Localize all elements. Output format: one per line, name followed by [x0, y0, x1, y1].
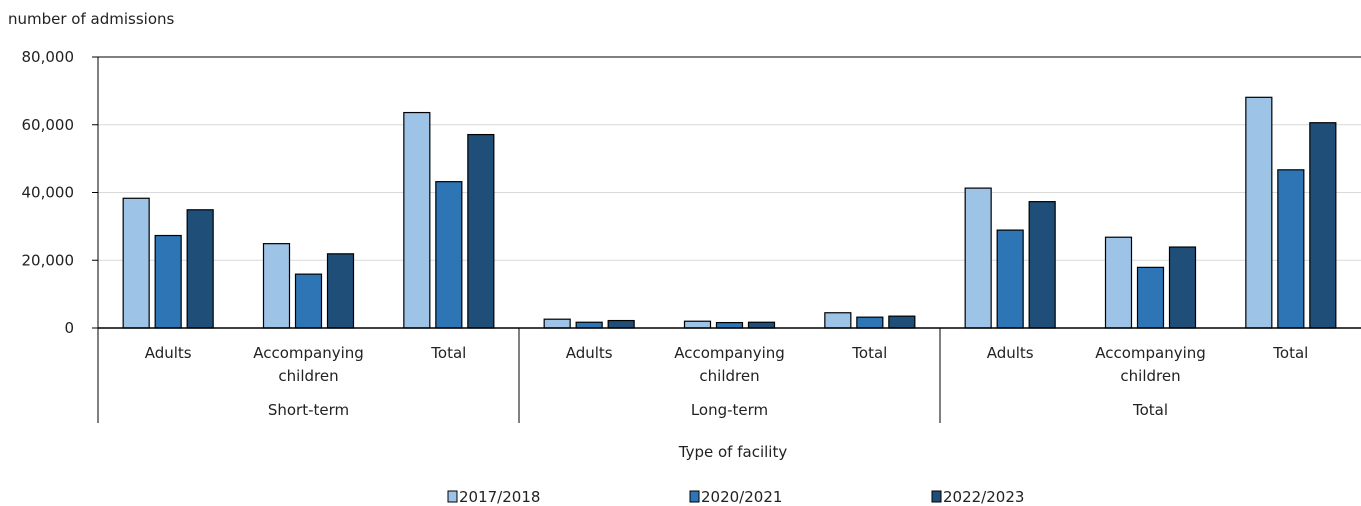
legend-label: 2020/2021: [701, 488, 782, 506]
axes: [92, 56, 1361, 423]
bar: [154, 234, 182, 329]
bar: [122, 197, 150, 329]
x-category-label: Accompanying: [253, 344, 364, 362]
bar: [683, 320, 712, 329]
x-category-label: Accompanying: [674, 344, 785, 362]
bar: [607, 319, 635, 329]
bar: [1309, 122, 1337, 329]
x-category-label: Adults: [987, 344, 1034, 362]
bar: [888, 315, 916, 329]
bar: [1245, 96, 1273, 329]
bar: [715, 321, 744, 329]
bar: [1277, 169, 1305, 329]
bar: [747, 321, 776, 329]
x-category-label: Accompanying: [1095, 344, 1206, 362]
gridlines: [98, 56, 1361, 261]
bar: [1168, 246, 1197, 329]
bar: [326, 253, 355, 329]
bar: [575, 321, 603, 329]
y-tick-label: 0: [64, 319, 74, 337]
legend-swatch: [447, 490, 458, 503]
bar: [824, 312, 852, 329]
x-axis-title: Type of facility: [678, 443, 788, 461]
bar: [186, 209, 214, 329]
bar: [964, 187, 992, 329]
bar: [467, 133, 495, 329]
bar: [996, 229, 1024, 329]
y-tick-label: 60,000: [22, 116, 75, 134]
bar: [262, 243, 291, 329]
bar: [856, 316, 884, 329]
y-tick-label: 40,000: [22, 184, 75, 202]
bar: [403, 111, 431, 329]
x-category-label: children: [278, 367, 338, 385]
legend-label: 2022/2023: [943, 488, 1024, 506]
x-group-label: Total: [1132, 401, 1168, 419]
legend-swatch: [931, 490, 942, 503]
x-axis-groups: Short-term Long-term Total: [268, 401, 1168, 419]
legend-swatch: [689, 490, 700, 503]
legend: 2017/2018 2020/2021 2022/2023: [447, 488, 1024, 506]
x-category-label: Total: [851, 344, 887, 362]
bar: [435, 181, 463, 329]
legend-label: 2017/2018: [459, 488, 540, 506]
x-category-label: Adults: [566, 344, 613, 362]
bars: [122, 96, 1337, 329]
x-group-label: Short-term: [268, 401, 349, 419]
y-tick-label: 20,000: [22, 251, 75, 269]
x-axis-categories: Adults Accompanying children Total Adults Acc…: [145, 344, 1309, 385]
y-axis-ticks: 0 20,000 40,000 60,000 80,000: [22, 48, 75, 337]
x-category-label: Adults: [145, 344, 192, 362]
bar: [1028, 201, 1056, 329]
bar: [294, 273, 323, 329]
y-axis-title: number of admissions: [8, 10, 175, 28]
x-category-label: Total: [430, 344, 466, 362]
bar: [1136, 266, 1165, 329]
x-category-label: Total: [1272, 344, 1308, 362]
bar: [543, 318, 571, 329]
x-category-label: children: [1120, 367, 1180, 385]
x-group-label: Long-term: [691, 401, 768, 419]
y-tick-label: 80,000: [22, 48, 75, 66]
bar: [1104, 236, 1133, 329]
x-category-label: children: [699, 367, 759, 385]
